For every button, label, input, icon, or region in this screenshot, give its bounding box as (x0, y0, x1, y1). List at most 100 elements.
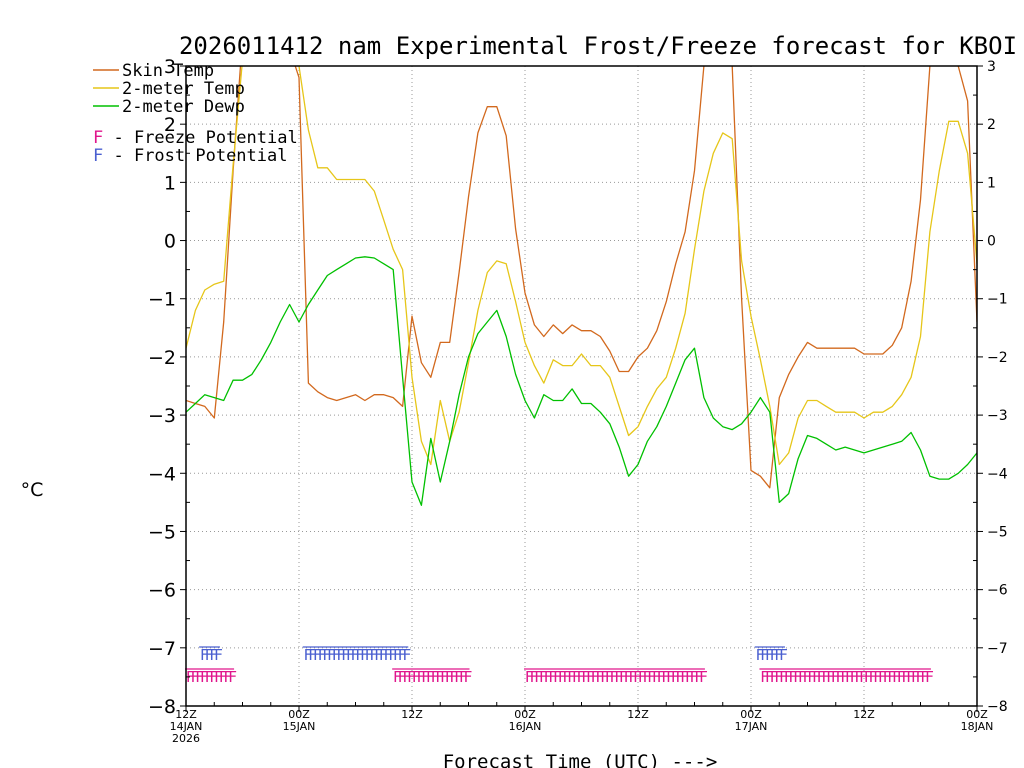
freeze-marker: F (214, 668, 223, 686)
ytick-label-right-3: 0 (987, 234, 996, 250)
potential-legend-entry-0: F - Freeze Potential (93, 128, 298, 148)
freeze-marker: F (596, 668, 605, 686)
freeze-marker: F (525, 668, 534, 686)
series-line-2-meter-dewp (186, 256, 977, 506)
frost-marker: F (351, 646, 360, 664)
freeze-marker: F (779, 668, 788, 686)
ytick-label-left-6: −3 (148, 405, 176, 427)
freeze-marker: F (699, 668, 708, 686)
freeze-marker: F (210, 668, 219, 686)
xtick-label-7: 00Z (966, 708, 988, 721)
freeze-marker: F (544, 668, 553, 686)
ytick-label-left-7: −4 (148, 463, 176, 485)
freeze-marker: F (445, 668, 454, 686)
chart-title: 2026011412 nam Experimental Frost/Freeze… (179, 32, 1017, 60)
freeze-marker: F (864, 668, 873, 686)
ytick-label-left-0: 3 (164, 56, 176, 78)
frost-marker: F (327, 646, 336, 664)
frost-marker: F (370, 646, 379, 664)
xtick-date-3: 16JAN (509, 720, 542, 733)
freeze-marker: F (793, 668, 802, 686)
legend-entry-2: 2-meter Dewp (93, 97, 245, 117)
freeze-marker: F (643, 668, 652, 686)
freeze-marker: F (695, 668, 704, 686)
frost-marker: F (341, 646, 350, 664)
frost-marker: F (308, 646, 317, 664)
ytick-label-left-1: 2 (164, 114, 176, 136)
frost-marker: F (356, 646, 365, 664)
freeze-marker: F (859, 668, 868, 686)
legend-entry-0: Skin Temp (93, 61, 214, 81)
potential-legend-entry-1: F - Frost Potential (93, 146, 287, 166)
ytick-label-right-5: −2 (987, 350, 1008, 366)
freeze-marker: F (629, 668, 638, 686)
freeze-marker: F (572, 668, 581, 686)
series-layer (186, 66, 977, 506)
freeze-marker: F (850, 668, 859, 686)
xtick-label-2: 12Z (401, 708, 423, 721)
freeze-marker: F (906, 668, 915, 686)
freeze-marker: F (450, 668, 459, 686)
x-axis-label: Forecast Time (UTC) ---> (443, 751, 718, 768)
freeze-marker: F (883, 668, 892, 686)
freeze-marker: F (836, 668, 845, 686)
ytick-label-left-9: −6 (148, 580, 176, 602)
frost-marker: F (337, 646, 346, 664)
freeze-marker: F (205, 668, 214, 686)
freeze-marker: F (680, 668, 689, 686)
freeze-marker: F (421, 668, 430, 686)
freeze-marker: F (553, 668, 562, 686)
freeze-marker: F (614, 668, 623, 686)
grid (186, 66, 977, 706)
freeze-marker: F (770, 668, 779, 686)
frost-marker: F (398, 646, 407, 664)
y-axis-left: 3 2 1 0 −1 −2 −3 −4 −5 −6 −7 −8 (148, 56, 190, 718)
freeze-marker: F (407, 668, 416, 686)
plot-frame (185, 65, 978, 707)
ytick-label-right-0: 3 (987, 59, 996, 75)
freeze-marker: F (558, 668, 567, 686)
freeze-marker: F (619, 668, 628, 686)
freeze-marker: F (803, 668, 812, 686)
freeze-marker: F (760, 668, 769, 686)
freeze-marker: F (831, 668, 840, 686)
freeze-marker: F (789, 668, 798, 686)
freeze-marker: F (431, 668, 440, 686)
freeze-marker: F (798, 668, 807, 686)
freeze-marker: F (563, 668, 572, 686)
frost-marker: F (379, 646, 388, 664)
ytick-label-right-7: −4 (987, 466, 1008, 482)
freeze-marker: F (195, 668, 204, 686)
frost-marker: F (756, 646, 765, 664)
frost-marker: F (200, 646, 209, 664)
freeze-marker: F (582, 668, 591, 686)
freeze-marker: F (530, 668, 539, 686)
freeze-marker: F (873, 668, 882, 686)
frost-marker: F (393, 646, 402, 664)
freeze-marker: F (666, 668, 675, 686)
xtick-label-4: 12Z (627, 708, 649, 721)
freeze-marker: F (624, 668, 633, 686)
freeze-marker: F (812, 668, 821, 686)
frost-marker: F (388, 646, 397, 664)
legend-label: 2-meter Temp (122, 79, 245, 99)
ytick-label-left-2: 1 (164, 172, 176, 194)
freeze-marker: F (228, 668, 237, 686)
series-line-2-meter-temp (186, 66, 977, 466)
freeze-marker: F (426, 668, 435, 686)
freeze-marker: F (671, 668, 680, 686)
freeze-marker: F (464, 668, 473, 686)
ytick-label-right-8: −5 (987, 524, 1008, 540)
freeze-marker: F (436, 668, 445, 686)
frost-marker: F (403, 646, 412, 664)
freeze-marker: F (224, 668, 233, 686)
ytick-label-left-5: −2 (148, 347, 176, 369)
freeze-marker: F (610, 668, 619, 686)
freeze-marker: F (454, 668, 463, 686)
freeze-marker: F (657, 668, 666, 686)
